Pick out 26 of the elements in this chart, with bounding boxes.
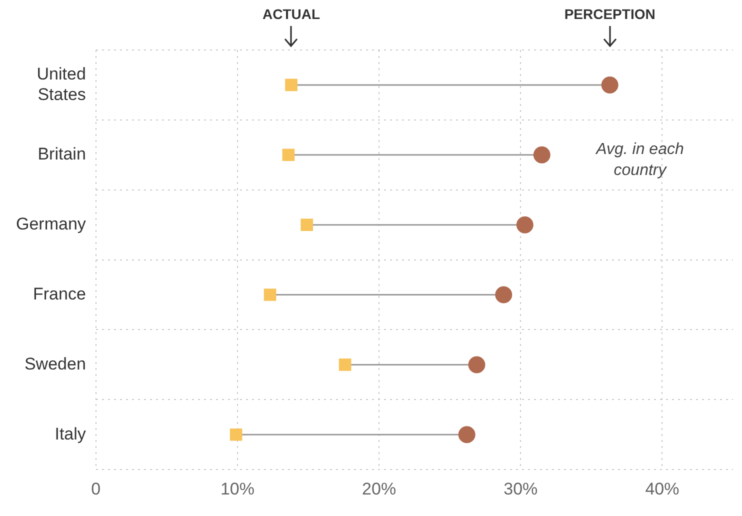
x-tick-label: 0 — [91, 479, 101, 498]
y-tick-label: Germany — [16, 214, 86, 234]
text: PERCEPTION — [564, 6, 656, 22]
point — [264, 288, 276, 301]
y-tick-label: Italy — [54, 424, 86, 444]
x-tick-label: 10% — [220, 479, 254, 498]
point — [230, 428, 242, 441]
point — [300, 218, 314, 231]
x-tick-label: 30% — [504, 479, 538, 498]
text: ACTUAL — [262, 6, 320, 22]
point — [458, 426, 476, 444]
point — [601, 76, 618, 94]
point — [495, 286, 512, 304]
point — [338, 358, 352, 371]
y-tick-label: Sweden — [24, 354, 86, 374]
annotation: Avg. in each country — [594, 140, 685, 181]
y-tick-label: United States — [36, 64, 86, 104]
point — [533, 146, 550, 164]
point — [282, 148, 295, 162]
y-tick-label: Britain — [38, 144, 86, 164]
x-tick-label: 40% — [645, 479, 680, 498]
x-tick-label: 20% — [362, 479, 396, 498]
point — [468, 356, 486, 374]
point — [285, 78, 298, 92]
point — [516, 216, 534, 234]
y-tick-label: France — [32, 284, 86, 304]
